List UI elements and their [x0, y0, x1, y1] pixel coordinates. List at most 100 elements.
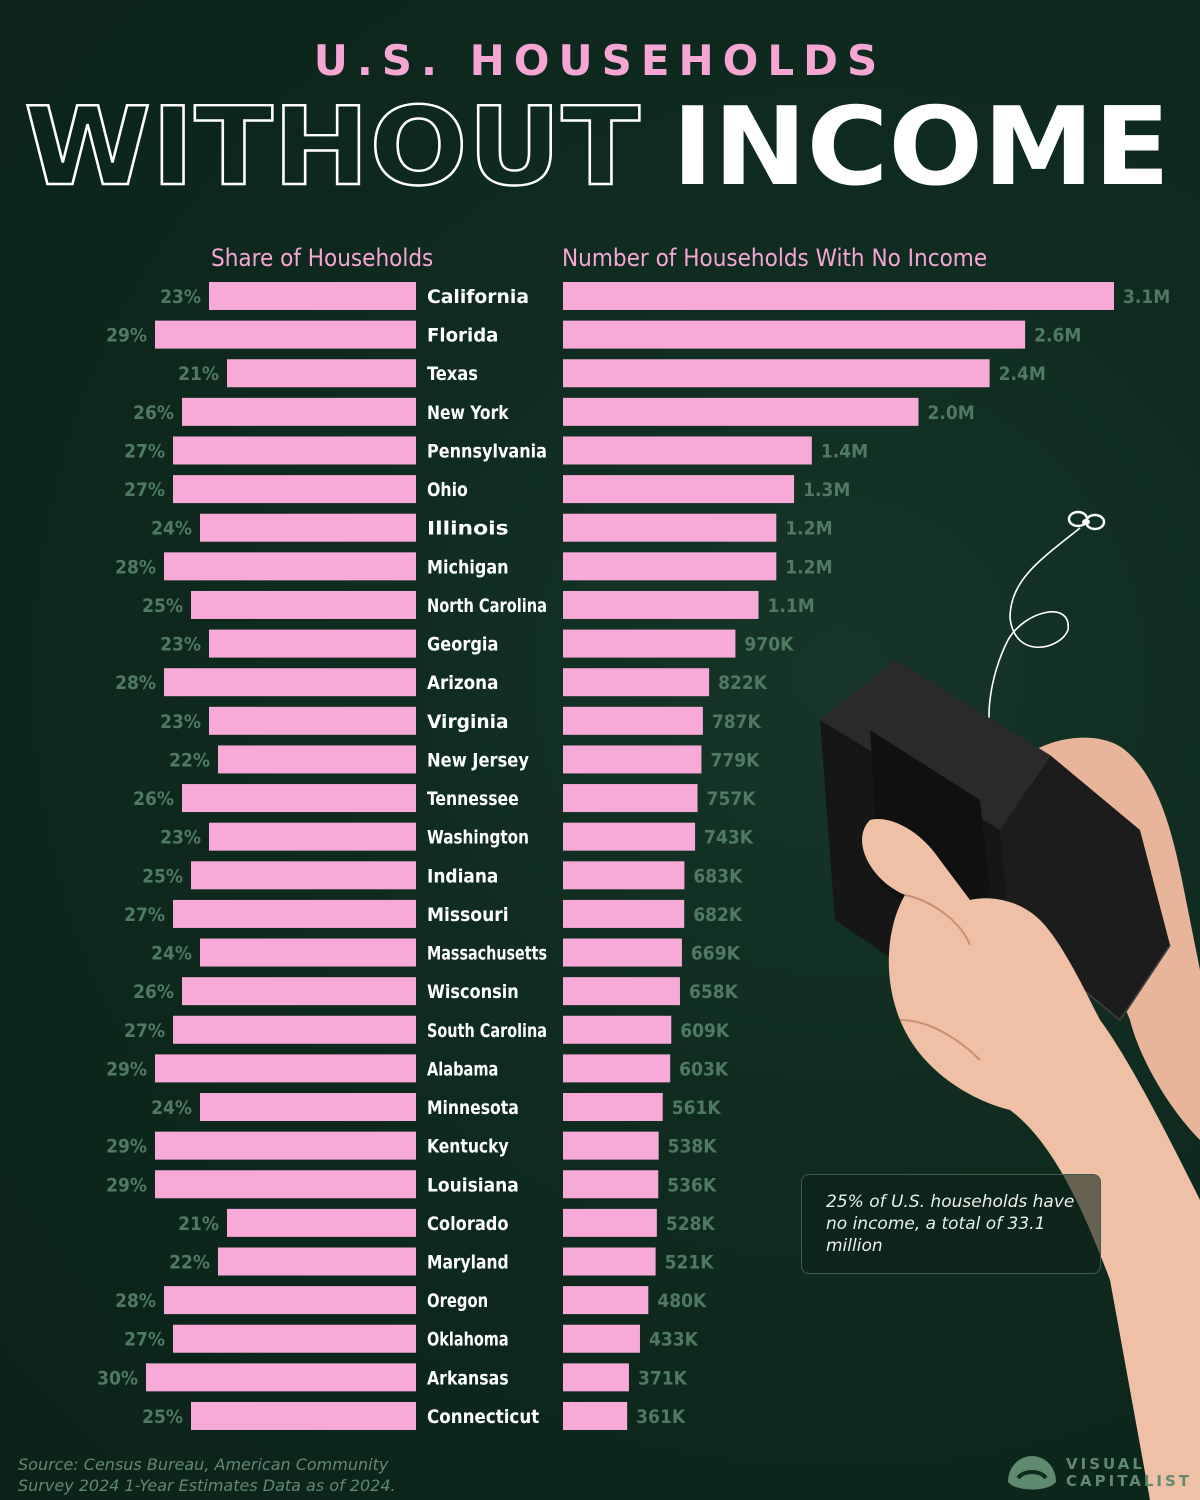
state-label: Alabama	[427, 1058, 498, 1080]
share-bar	[155, 320, 416, 349]
count-label: 743K	[704, 827, 754, 849]
share-bar	[209, 629, 416, 658]
share-label: 28%	[115, 1290, 156, 1312]
state-label: New York	[427, 402, 509, 424]
count-label: 1.4M	[821, 440, 868, 462]
count-label: 1.3M	[803, 479, 850, 501]
share-bar	[173, 1015, 416, 1044]
share-label: 24%	[151, 943, 192, 965]
share-label: 25%	[142, 595, 183, 617]
state-label: New Jersey	[427, 749, 529, 771]
share-bar	[182, 397, 416, 426]
count-bar	[563, 668, 710, 697]
count-bar	[563, 938, 682, 967]
count-label: 683K	[693, 865, 743, 887]
count-bar	[563, 1286, 649, 1315]
count-label: 2.0M	[927, 402, 974, 424]
count-bar	[563, 822, 696, 851]
title-outline: WITHOUT	[24, 92, 640, 202]
share-label: 26%	[133, 402, 174, 424]
share-label: 23%	[160, 286, 201, 308]
share-bar	[200, 1093, 416, 1122]
share-bar	[200, 938, 416, 967]
state-label: Indiana	[427, 865, 498, 887]
share-bar	[146, 1363, 416, 1392]
title-top: U.S. HOUSEHOLDS	[313, 36, 887, 85]
count-label: 1.2M	[785, 556, 832, 578]
share-bar	[155, 1054, 416, 1083]
share-bar	[227, 1208, 416, 1237]
state-label: Ohio	[427, 479, 468, 501]
share-label: 23%	[160, 634, 201, 656]
state-label: North Carolina	[427, 595, 547, 617]
state-label: Arizona	[427, 672, 498, 694]
state-label: Louisiana	[427, 1174, 519, 1196]
state-label: Georgia	[427, 634, 498, 656]
count-label: 603K	[679, 1058, 729, 1080]
state-label: Florida	[427, 325, 498, 347]
share-bar	[164, 668, 416, 697]
count-bar	[563, 1131, 659, 1160]
state-label: Oregon	[427, 1290, 488, 1312]
share-label: 26%	[133, 981, 174, 1003]
share-bar	[173, 436, 416, 465]
count-bar	[563, 1324, 640, 1353]
state-label: Illinois	[427, 518, 509, 540]
share-bar	[155, 1170, 416, 1199]
count-bar	[563, 784, 698, 813]
share-label: 27%	[124, 1020, 165, 1042]
count-bar	[563, 475, 795, 504]
count-label: 371K	[638, 1367, 688, 1389]
count-label: 538K	[668, 1136, 718, 1158]
share-label: 27%	[124, 1329, 165, 1351]
share-label: 27%	[124, 440, 165, 462]
state-label: Michigan	[427, 556, 509, 578]
count-label: 658K	[689, 981, 739, 1003]
count-bar	[563, 706, 703, 735]
share-label: 23%	[160, 711, 201, 733]
count-label: 669K	[691, 943, 741, 965]
share-bar	[173, 1324, 416, 1353]
state-label: Massachusetts	[427, 943, 547, 965]
count-label: 1.1M	[768, 595, 815, 617]
share-label: 24%	[151, 1097, 192, 1119]
share-label: 25%	[142, 1406, 183, 1428]
count-label: 787K	[712, 711, 762, 733]
count-bar	[563, 1170, 659, 1199]
share-bar	[191, 861, 416, 890]
count-bar	[563, 1363, 629, 1392]
share-label: 21%	[178, 363, 219, 385]
share-label: 27%	[124, 479, 165, 501]
count-bar	[563, 1015, 672, 1044]
share-bar	[155, 1131, 416, 1160]
left-column-header: Share of Households	[211, 244, 434, 272]
count-bar	[563, 320, 1026, 349]
share-bar	[209, 282, 416, 310]
share-bar	[209, 706, 416, 735]
count-label: 536K	[667, 1174, 717, 1196]
count-label: 2.6M	[1034, 325, 1081, 347]
count-bar	[563, 552, 777, 581]
count-label: 1.2M	[785, 518, 832, 540]
share-bar	[191, 590, 416, 619]
count-label: 970K	[744, 634, 794, 656]
visual-capitalist-logo: VISUAL CAPITALIST	[1004, 1452, 1194, 1496]
state-label: Tennessee	[427, 788, 519, 810]
share-label: 29%	[106, 1136, 147, 1158]
share-bar	[218, 1247, 416, 1276]
count-label: 561K	[672, 1097, 722, 1119]
state-label: South Carolina	[427, 1020, 547, 1042]
state-label: Virginia	[427, 711, 509, 733]
count-label: 682K	[693, 904, 743, 926]
share-bar	[182, 977, 416, 1006]
brand-icon	[1008, 1456, 1056, 1490]
state-label: Minnesota	[427, 1097, 519, 1119]
share-label: 26%	[133, 788, 174, 810]
count-label: 361K	[636, 1406, 686, 1428]
count-label: 779K	[710, 749, 760, 771]
count-label: 757K	[707, 788, 757, 810]
brand-line1: VISUAL	[1066, 1455, 1145, 1473]
share-bar	[164, 552, 416, 581]
count-label: 528K	[666, 1213, 716, 1235]
